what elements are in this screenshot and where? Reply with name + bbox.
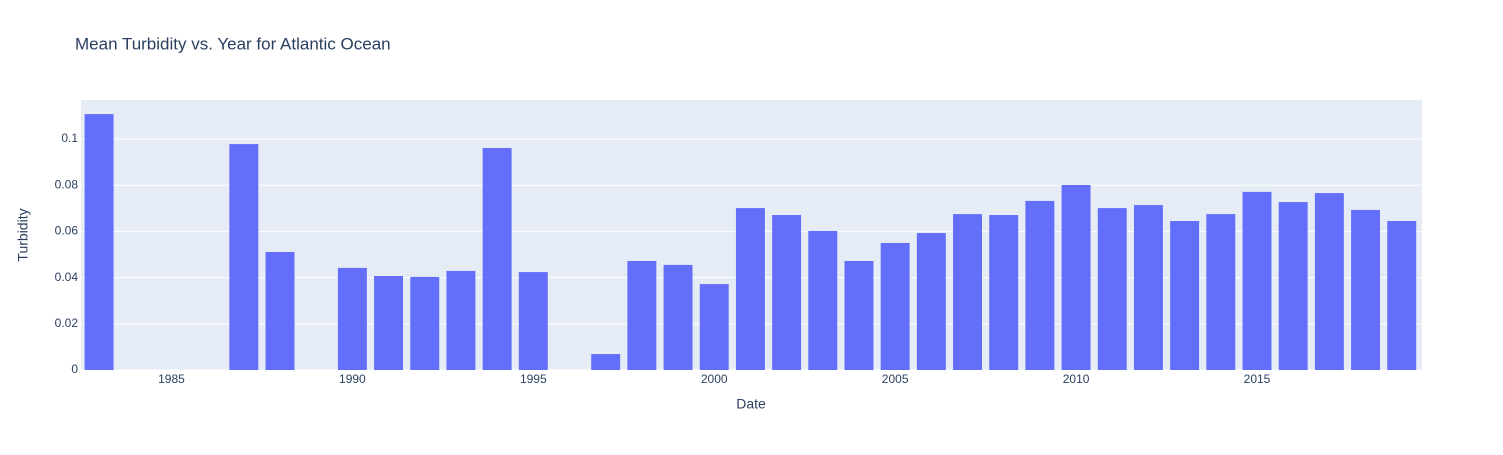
bar xyxy=(1242,191,1272,370)
bar xyxy=(1387,221,1417,370)
bar xyxy=(482,148,512,370)
bar xyxy=(627,260,657,370)
x-tick-label: 1995 xyxy=(520,372,547,386)
x-axis-label: Date xyxy=(736,396,766,412)
bar xyxy=(1206,214,1236,370)
y-tick-label: 0.08 xyxy=(55,177,79,191)
bar xyxy=(1097,208,1127,370)
bar xyxy=(337,267,367,370)
bar xyxy=(84,114,114,371)
x-tick-label: 1990 xyxy=(339,372,366,386)
bar xyxy=(1278,202,1308,370)
x-tick-label: 2010 xyxy=(1063,372,1090,386)
bar xyxy=(1170,221,1200,370)
y-tick-label: 0 xyxy=(71,362,78,376)
bar xyxy=(663,264,693,370)
y-tick-label: 0.1 xyxy=(61,131,78,145)
y-tick-label: 0.02 xyxy=(55,316,79,330)
y-axis-label: Turbidity xyxy=(15,208,31,261)
bar xyxy=(591,354,621,370)
bar xyxy=(1133,205,1163,370)
x-tick-label: 2005 xyxy=(882,372,909,386)
bar xyxy=(953,214,982,370)
bar xyxy=(699,284,729,370)
bar xyxy=(916,233,946,370)
x-tick-label: 1985 xyxy=(158,372,185,386)
x-tick-label: 2000 xyxy=(701,372,728,386)
bar xyxy=(880,242,910,370)
bar xyxy=(410,276,440,370)
y-tick-label: 0.06 xyxy=(55,224,79,238)
bar xyxy=(265,251,295,370)
bar xyxy=(1025,200,1055,370)
x-tick-label: 2015 xyxy=(1244,372,1271,386)
bar xyxy=(808,230,838,370)
bar xyxy=(1351,209,1381,370)
bar xyxy=(989,215,1019,370)
bar xyxy=(772,215,802,370)
bar xyxy=(1314,193,1344,370)
y-tick-label: 0.04 xyxy=(55,270,79,284)
bar xyxy=(374,275,404,370)
bar xyxy=(735,208,765,370)
bar xyxy=(229,144,259,370)
bar xyxy=(518,272,548,370)
bar xyxy=(1061,184,1091,370)
bar xyxy=(844,260,874,370)
bar xyxy=(446,270,476,370)
chart-title: Mean Turbidity vs. Year for Atlantic Oce… xyxy=(75,34,391,53)
